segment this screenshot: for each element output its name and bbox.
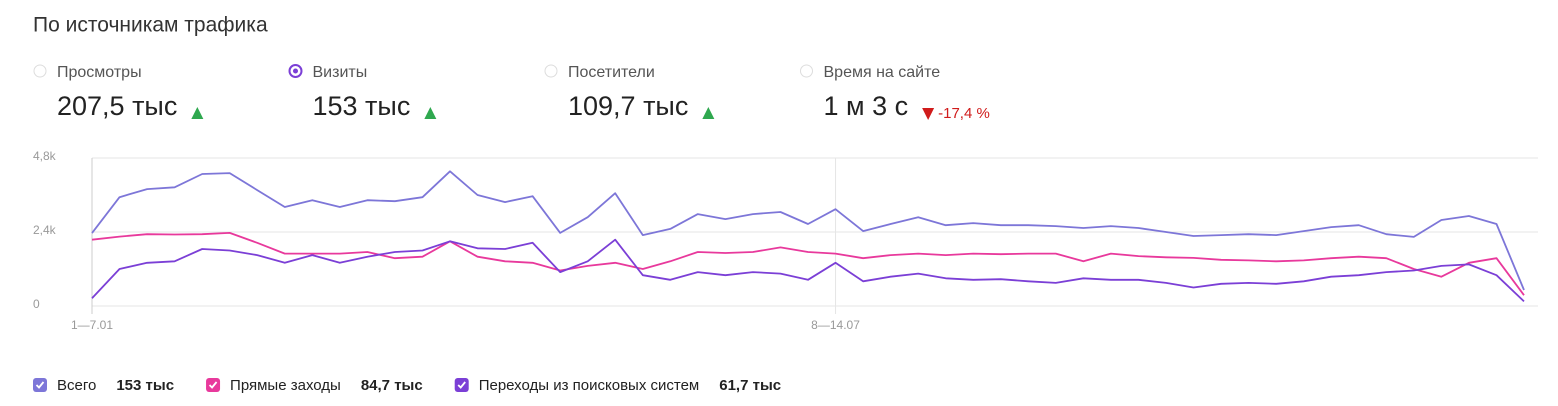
metric-radio[interactable] bbox=[544, 64, 558, 78]
legend-check bbox=[35, 381, 45, 389]
metric-change: -17,4 % bbox=[938, 105, 990, 122]
legend-name: Всего bbox=[57, 377, 96, 394]
metric-label: Посетители bbox=[568, 64, 655, 81]
widget-title: По источникам трафика bbox=[33, 14, 268, 37]
metric-value: 1 м 3 с bbox=[824, 91, 909, 121]
metric-label: Просмотры bbox=[57, 64, 142, 81]
legend-name: Прямые заходы bbox=[230, 377, 341, 394]
trend-up bbox=[191, 107, 204, 119]
x-tick-label: 1—7.01 bbox=[71, 318, 113, 332]
series-line bbox=[91, 170, 1525, 291]
legend-total: 61,7 тыс bbox=[719, 377, 781, 394]
trend-down bbox=[922, 108, 935, 120]
metric-value: 153 тыс bbox=[313, 91, 411, 121]
metric-value: 207,5 тыс bbox=[57, 91, 177, 121]
metric-label: Визиты bbox=[313, 64, 368, 81]
metric-label: Время на сайте bbox=[824, 64, 941, 81]
legend-check bbox=[208, 381, 218, 389]
legend-check bbox=[457, 381, 466, 389]
series-line bbox=[91, 238, 1525, 303]
metric-radio[interactable] bbox=[800, 64, 813, 78]
metric-radio[interactable] bbox=[33, 64, 47, 78]
metric-value: 109,7 тыс bbox=[568, 91, 688, 121]
legend-name: Переходы из поисковых систем bbox=[479, 377, 700, 394]
series-line bbox=[91, 232, 1525, 296]
metric-radio-dot bbox=[293, 68, 298, 74]
trend-up bbox=[702, 107, 715, 119]
y-tick-label: 4,8k bbox=[33, 149, 57, 163]
legend-total: 153 тыс bbox=[116, 377, 174, 394]
y-tick-label: 2,4k bbox=[33, 223, 57, 237]
trend-up bbox=[424, 107, 437, 119]
x-tick-label: 8—14.07 bbox=[811, 318, 860, 332]
legend-total: 84,7 тыс bbox=[361, 377, 423, 394]
y-tick-label: 0 bbox=[33, 297, 40, 311]
